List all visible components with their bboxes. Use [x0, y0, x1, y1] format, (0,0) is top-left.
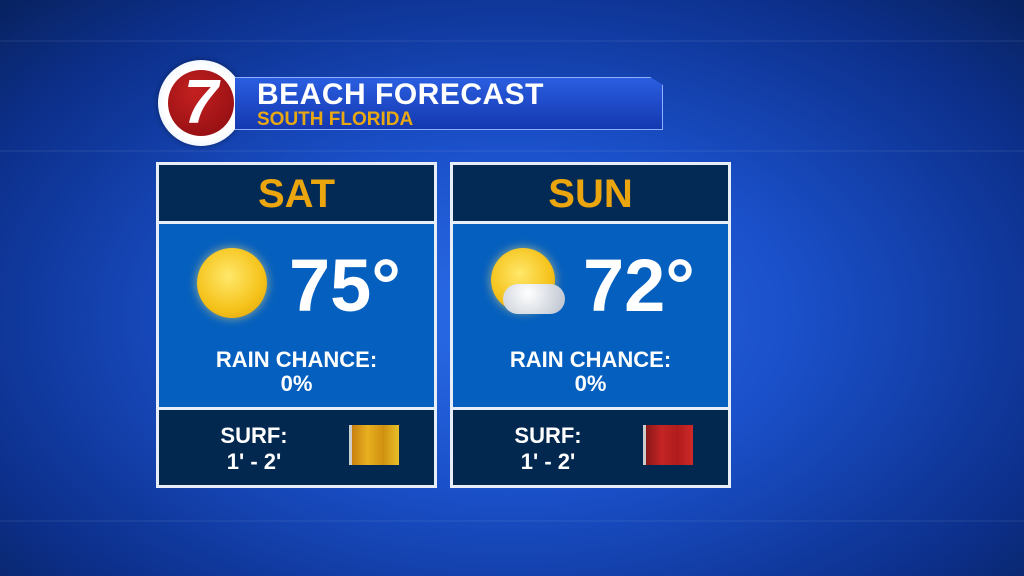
day-panel-sun: SUN 72° RAIN CHANCE: 0% SURF: 1' - 2'	[450, 162, 731, 488]
title: BEACH FORECAST	[257, 78, 545, 111]
surf-section: SURF: 1' - 2'	[453, 410, 728, 485]
background-streak	[0, 40, 1024, 42]
sun-icon	[197, 248, 267, 318]
rain-label: RAIN CHANCE:	[215, 347, 378, 372]
surf: SURF: 1' - 2'	[199, 423, 309, 475]
surf-value: 1' - 2'	[520, 449, 576, 474]
cloud-icon	[503, 284, 565, 314]
surf: SURF: 1' - 2'	[493, 423, 603, 475]
surf-section: SURF: 1' - 2'	[159, 410, 434, 485]
rain-chance: RAIN CHANCE: 0%	[453, 348, 728, 396]
yellow-flag-icon	[349, 425, 399, 465]
surf-label: SURF:	[514, 423, 582, 448]
subtitle: SOUTH FLORIDA	[257, 109, 414, 130]
station-logo: 7	[158, 60, 244, 146]
red-flag-icon	[643, 425, 693, 465]
surf-value: 1' - 2'	[226, 449, 282, 474]
rain-chance: RAIN CHANCE: 0%	[159, 348, 434, 396]
forecast-section: 72° RAIN CHANCE: 0%	[453, 224, 728, 407]
temperature: 75°	[289, 244, 401, 327]
surf-label: SURF:	[220, 423, 288, 448]
day-panel-sat: SAT 75° RAIN CHANCE: 0% SURF: 1' - 2'	[156, 162, 437, 488]
temperature: 72°	[583, 244, 695, 327]
day-label: SUN	[453, 165, 728, 221]
title-bar: BEACH FORECAST SOUTH FLORIDA	[235, 77, 663, 130]
forecast-section: 75° RAIN CHANCE: 0%	[159, 224, 434, 407]
day-label: SAT	[159, 165, 434, 221]
background-streak	[0, 520, 1024, 522]
background-streak	[0, 150, 1024, 152]
rain-value: 0%	[574, 371, 607, 396]
logo-seven: 7	[168, 70, 234, 136]
rain-value: 0%	[280, 371, 313, 396]
rain-label: RAIN CHANCE:	[509, 347, 672, 372]
